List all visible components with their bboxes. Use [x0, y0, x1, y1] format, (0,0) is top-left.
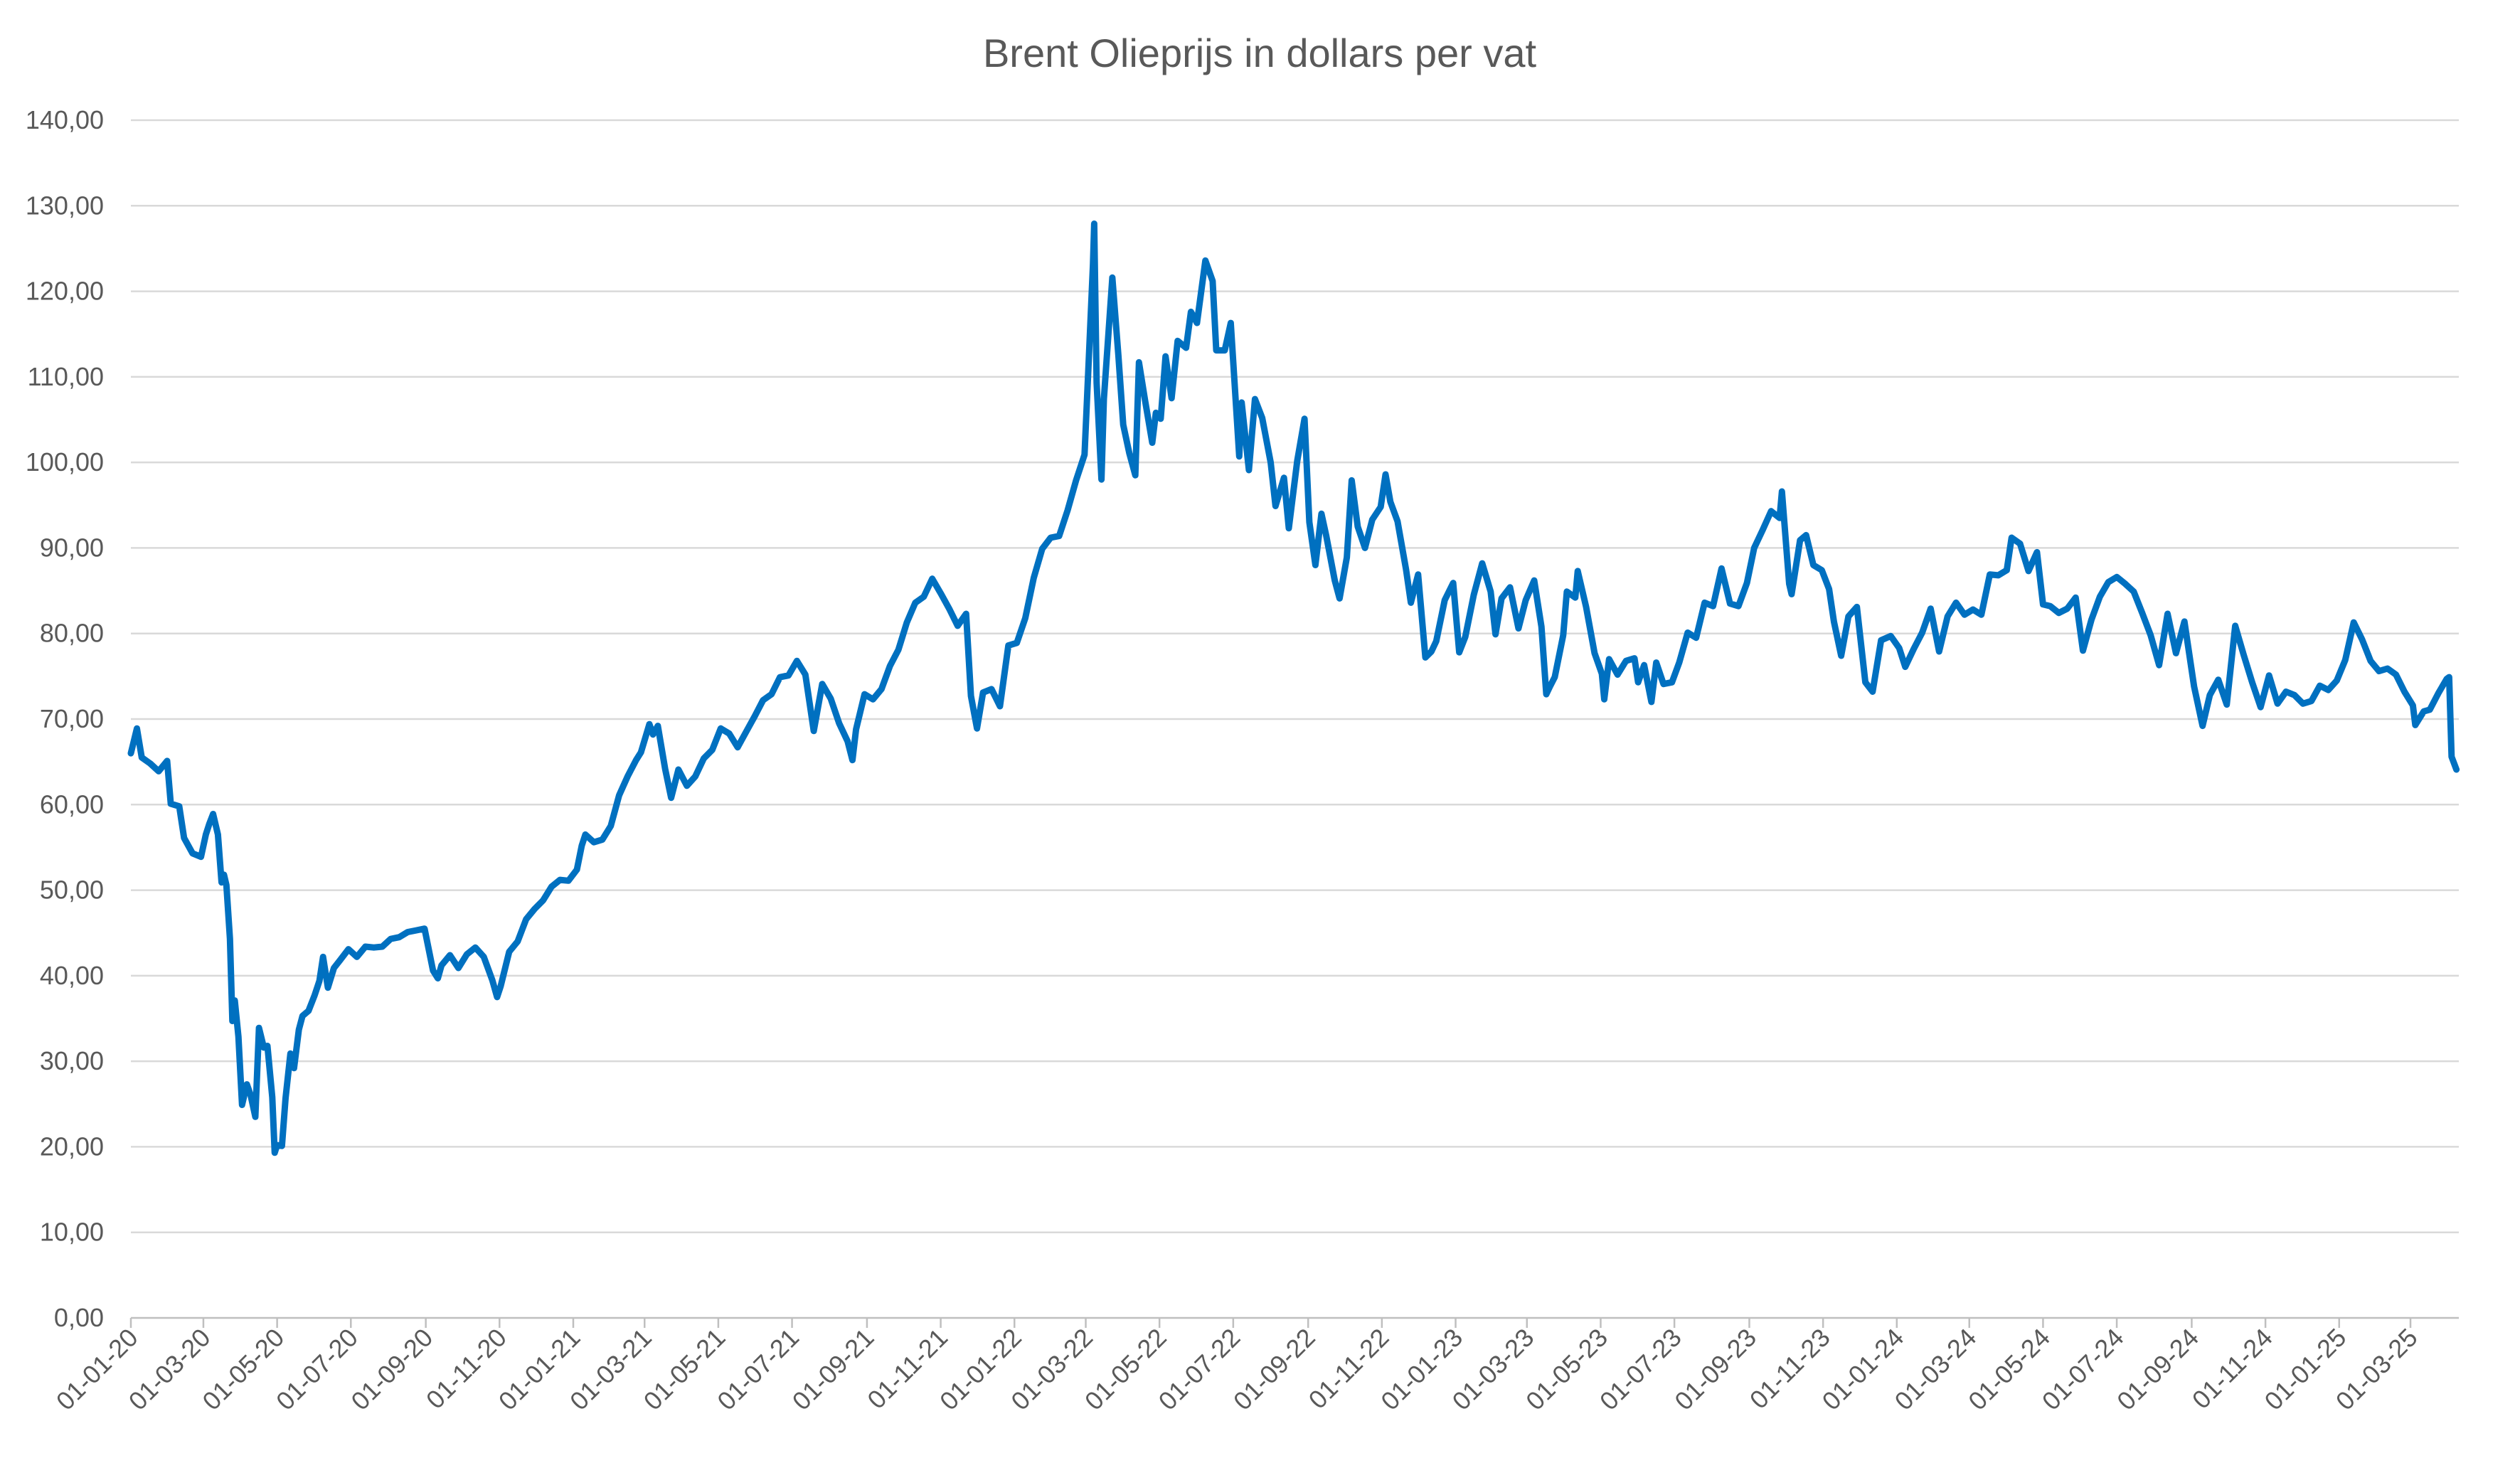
y-tick-label: 10,00 — [40, 1218, 104, 1247]
x-tick-label: 01-05-22 — [1079, 1323, 1172, 1416]
y-tick-label: 60,00 — [40, 789, 104, 819]
x-tick-label: 01-05-20 — [196, 1323, 289, 1416]
x-tick-label: 01-07-22 — [1153, 1323, 1246, 1416]
x-tick-label: 01-09-21 — [787, 1323, 880, 1416]
x-tick-label: 01-09-20 — [345, 1323, 438, 1416]
x-tick-label: 01-07-20 — [270, 1323, 363, 1416]
x-tick-label: 01-07-21 — [711, 1323, 804, 1416]
y-tick-label: 0,00 — [54, 1303, 104, 1332]
chart-title: Brent Olieprijs in dollars per vat — [983, 31, 1537, 75]
series-group — [127, 220, 2460, 1156]
y-tick-label: 20,00 — [40, 1132, 104, 1161]
y-tick-label: 100,00 — [26, 447, 104, 477]
x-tick-label: 01-09-23 — [1669, 1323, 1762, 1416]
series-line-1 — [127, 220, 2460, 1156]
y-tick-label: 130,00 — [26, 191, 104, 220]
y-tick-label: 30,00 — [40, 1046, 104, 1075]
y-tick-label: 110,00 — [28, 362, 104, 391]
x-tick-label: 01-07-23 — [1594, 1323, 1687, 1416]
y-tick-label: 120,00 — [26, 277, 104, 306]
x-tick-label: 01-03-20 — [123, 1323, 216, 1416]
x-tick-label: 01-09-22 — [1228, 1323, 1321, 1416]
x-tick-label: 01-05-21 — [638, 1323, 731, 1416]
gridlines — [131, 119, 2459, 1233]
x-tick-label: 01-05-23 — [1520, 1323, 1613, 1416]
x-tick-label: 01-03-24 — [1889, 1323, 1982, 1416]
y-tick-label: 50,00 — [40, 876, 104, 905]
x-tick-label: 01-07-24 — [2036, 1323, 2130, 1416]
x-tick-label: 01-09-24 — [2111, 1323, 2204, 1416]
y-tick-label: 40,00 — [40, 961, 104, 990]
y-tick-label: 90,00 — [40, 533, 104, 562]
y-axis-tick-labels: 0,00 10,00 20,00 30,00 40,00 50,00 60,00 70,00 8… — [26, 105, 104, 1332]
x-axis-tick-labels: 01-01-2001-03-2001-05-2001-07-2001-09-20… — [50, 1318, 2423, 1416]
y-tick-label: 140,00 — [26, 105, 104, 134]
y-tick-label: 80,00 — [40, 619, 104, 648]
y-tick-label: 70,00 — [40, 704, 104, 733]
x-tick-label: 01-05-24 — [1962, 1323, 2056, 1416]
